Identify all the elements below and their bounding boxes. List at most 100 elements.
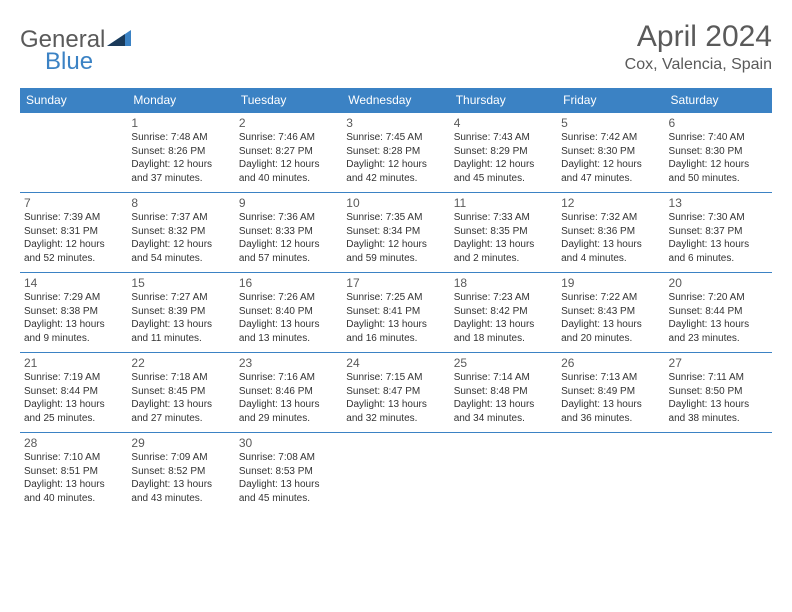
day-details: Sunrise: 7:09 AMSunset: 8:52 PMDaylight:…	[131, 451, 230, 505]
day-details: Sunrise: 7:23 AMSunset: 8:42 PMDaylight:…	[454, 291, 553, 345]
day-details: Sunrise: 7:37 AMSunset: 8:32 PMDaylight:…	[131, 211, 230, 265]
day-number: 12	[561, 196, 660, 210]
day-details: Sunrise: 7:42 AMSunset: 8:30 PMDaylight:…	[561, 131, 660, 185]
day-cell: 25Sunrise: 7:14 AMSunset: 8:48 PMDayligh…	[450, 353, 557, 433]
day-number: 15	[131, 276, 230, 290]
day-details: Sunrise: 7:26 AMSunset: 8:40 PMDaylight:…	[239, 291, 338, 345]
day-number: 18	[454, 276, 553, 290]
day-cell	[20, 113, 127, 193]
week-row: 28Sunrise: 7:10 AMSunset: 8:51 PMDayligh…	[20, 433, 772, 513]
day-header: Tuesday	[235, 88, 342, 113]
day-details: Sunrise: 7:22 AMSunset: 8:43 PMDaylight:…	[561, 291, 660, 345]
day-cell: 1Sunrise: 7:48 AMSunset: 8:26 PMDaylight…	[127, 113, 234, 193]
week-row: 7Sunrise: 7:39 AMSunset: 8:31 PMDaylight…	[20, 193, 772, 273]
day-number: 5	[561, 116, 660, 130]
day-cell: 22Sunrise: 7:18 AMSunset: 8:45 PMDayligh…	[127, 353, 234, 433]
day-cell: 13Sunrise: 7:30 AMSunset: 8:37 PMDayligh…	[665, 193, 772, 273]
day-number: 27	[669, 356, 768, 370]
day-cell: 10Sunrise: 7:35 AMSunset: 8:34 PMDayligh…	[342, 193, 449, 273]
day-details: Sunrise: 7:36 AMSunset: 8:33 PMDaylight:…	[239, 211, 338, 265]
day-details: Sunrise: 7:43 AMSunset: 8:29 PMDaylight:…	[454, 131, 553, 185]
calendar-table: SundayMondayTuesdayWednesdayThursdayFrid…	[20, 88, 772, 513]
day-cell: 23Sunrise: 7:16 AMSunset: 8:46 PMDayligh…	[235, 353, 342, 433]
day-number: 16	[239, 276, 338, 290]
day-cell: 24Sunrise: 7:15 AMSunset: 8:47 PMDayligh…	[342, 353, 449, 433]
day-details: Sunrise: 7:32 AMSunset: 8:36 PMDaylight:…	[561, 211, 660, 265]
day-cell: 29Sunrise: 7:09 AMSunset: 8:52 PMDayligh…	[127, 433, 234, 513]
day-cell: 6Sunrise: 7:40 AMSunset: 8:30 PMDaylight…	[665, 113, 772, 193]
day-cell: 12Sunrise: 7:32 AMSunset: 8:36 PMDayligh…	[557, 193, 664, 273]
day-details: Sunrise: 7:29 AMSunset: 8:38 PMDaylight:…	[24, 291, 123, 345]
day-details: Sunrise: 7:45 AMSunset: 8:28 PMDaylight:…	[346, 131, 445, 185]
day-number: 14	[24, 276, 123, 290]
day-details: Sunrise: 7:25 AMSunset: 8:41 PMDaylight:…	[346, 291, 445, 345]
day-number: 10	[346, 196, 445, 210]
calendar-body: 1Sunrise: 7:48 AMSunset: 8:26 PMDaylight…	[20, 113, 772, 513]
logo-triangle-icon	[107, 28, 133, 48]
day-number: 9	[239, 196, 338, 210]
day-details: Sunrise: 7:20 AMSunset: 8:44 PMDaylight:…	[669, 291, 768, 345]
day-cell: 4Sunrise: 7:43 AMSunset: 8:29 PMDaylight…	[450, 113, 557, 193]
day-number: 25	[454, 356, 553, 370]
day-cell: 18Sunrise: 7:23 AMSunset: 8:42 PMDayligh…	[450, 273, 557, 353]
day-details: Sunrise: 7:27 AMSunset: 8:39 PMDaylight:…	[131, 291, 230, 345]
day-cell: 3Sunrise: 7:45 AMSunset: 8:28 PMDaylight…	[342, 113, 449, 193]
day-cell: 2Sunrise: 7:46 AMSunset: 8:27 PMDaylight…	[235, 113, 342, 193]
day-details: Sunrise: 7:39 AMSunset: 8:31 PMDaylight:…	[24, 211, 123, 265]
day-number: 24	[346, 356, 445, 370]
day-number: 13	[669, 196, 768, 210]
day-cell: 11Sunrise: 7:33 AMSunset: 8:35 PMDayligh…	[450, 193, 557, 273]
day-number: 2	[239, 116, 338, 130]
day-cell	[557, 433, 664, 513]
day-cell: 9Sunrise: 7:36 AMSunset: 8:33 PMDaylight…	[235, 193, 342, 273]
day-header-row: SundayMondayTuesdayWednesdayThursdayFrid…	[20, 88, 772, 113]
day-details: Sunrise: 7:18 AMSunset: 8:45 PMDaylight:…	[131, 371, 230, 425]
day-number: 21	[24, 356, 123, 370]
day-number: 6	[669, 116, 768, 130]
day-details: Sunrise: 7:14 AMSunset: 8:48 PMDaylight:…	[454, 371, 553, 425]
logo-blue-wrap: Blue	[45, 48, 93, 76]
day-header: Monday	[127, 88, 234, 113]
location: Cox, Valencia, Spain	[625, 56, 772, 74]
header: General Blue April 2024 Cox, Valencia, S…	[20, 20, 772, 74]
day-number: 3	[346, 116, 445, 130]
day-cell: 16Sunrise: 7:26 AMSunset: 8:40 PMDayligh…	[235, 273, 342, 353]
day-number: 30	[239, 436, 338, 450]
day-details: Sunrise: 7:16 AMSunset: 8:46 PMDaylight:…	[239, 371, 338, 425]
day-number: 26	[561, 356, 660, 370]
day-header: Wednesday	[342, 88, 449, 113]
week-row: 1Sunrise: 7:48 AMSunset: 8:26 PMDaylight…	[20, 113, 772, 193]
day-number: 20	[669, 276, 768, 290]
day-details: Sunrise: 7:35 AMSunset: 8:34 PMDaylight:…	[346, 211, 445, 265]
day-cell	[450, 433, 557, 513]
day-cell: 30Sunrise: 7:08 AMSunset: 8:53 PMDayligh…	[235, 433, 342, 513]
day-details: Sunrise: 7:10 AMSunset: 8:51 PMDaylight:…	[24, 451, 123, 505]
day-header: Friday	[557, 88, 664, 113]
day-number: 22	[131, 356, 230, 370]
day-number: 11	[454, 196, 553, 210]
day-number: 29	[131, 436, 230, 450]
day-details: Sunrise: 7:30 AMSunset: 8:37 PMDaylight:…	[669, 211, 768, 265]
day-header: Thursday	[450, 88, 557, 113]
week-row: 14Sunrise: 7:29 AMSunset: 8:38 PMDayligh…	[20, 273, 772, 353]
day-cell: 26Sunrise: 7:13 AMSunset: 8:49 PMDayligh…	[557, 353, 664, 433]
calendar-page: General Blue April 2024 Cox, Valencia, S…	[0, 0, 792, 523]
day-header: Saturday	[665, 88, 772, 113]
day-details: Sunrise: 7:11 AMSunset: 8:50 PMDaylight:…	[669, 371, 768, 425]
day-details: Sunrise: 7:46 AMSunset: 8:27 PMDaylight:…	[239, 131, 338, 185]
week-row: 21Sunrise: 7:19 AMSunset: 8:44 PMDayligh…	[20, 353, 772, 433]
day-cell: 20Sunrise: 7:20 AMSunset: 8:44 PMDayligh…	[665, 273, 772, 353]
month-title: April 2024	[625, 20, 772, 54]
day-number: 28	[24, 436, 123, 450]
day-cell: 27Sunrise: 7:11 AMSunset: 8:50 PMDayligh…	[665, 353, 772, 433]
day-number: 8	[131, 196, 230, 210]
day-details: Sunrise: 7:40 AMSunset: 8:30 PMDaylight:…	[669, 131, 768, 185]
day-cell: 14Sunrise: 7:29 AMSunset: 8:38 PMDayligh…	[20, 273, 127, 353]
day-cell	[665, 433, 772, 513]
day-details: Sunrise: 7:19 AMSunset: 8:44 PMDaylight:…	[24, 371, 123, 425]
day-number: 17	[346, 276, 445, 290]
day-header: Sunday	[20, 88, 127, 113]
day-cell: 15Sunrise: 7:27 AMSunset: 8:39 PMDayligh…	[127, 273, 234, 353]
day-number: 4	[454, 116, 553, 130]
day-number: 23	[239, 356, 338, 370]
